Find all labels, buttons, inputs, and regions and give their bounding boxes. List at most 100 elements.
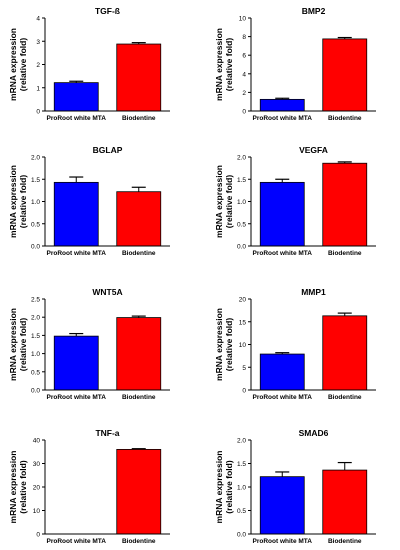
chart-panel-3: BGLAP mRNA expression(relative fold) ProRo…	[8, 145, 170, 257]
category-label: ProRoot white MTA	[47, 250, 107, 257]
bar	[322, 315, 368, 391]
chart-panel-6: MMP1 mRNA expression(relative fold) ProRoo…	[214, 287, 376, 401]
y-axis-label: mRNA expression(relative fold)	[214, 451, 234, 524]
y-axis-label-line: (relative fold)	[18, 38, 28, 92]
y-tick-label: 10	[33, 508, 41, 515]
chart-title: VEGFA	[299, 145, 328, 155]
chart-panel-1: TGF-ß mRNA expression(relative fold) ProRo…	[8, 6, 170, 122]
category-label: Biodentine	[328, 394, 362, 401]
y-tick-label: 0.0	[237, 532, 246, 539]
y-tick-label: 2.0	[31, 315, 40, 322]
y-axis-label: mRNA expression(relative fold)	[8, 165, 28, 238]
y-tick-label: 30	[33, 461, 41, 468]
y-tick-label: 0.5	[237, 508, 246, 515]
y-tick-label: 1.5	[237, 177, 246, 184]
y-axis-label-line: mRNA expression	[8, 165, 18, 238]
y-tick-label: 20	[33, 485, 41, 492]
y-axis-label-line: (relative fold)	[224, 318, 234, 372]
category-label: Biodentine	[122, 250, 156, 257]
y-axis-label: mRNA expression(relative fold)	[214, 28, 234, 101]
bar	[322, 469, 368, 535]
bar	[259, 353, 305, 391]
y-tick-label: 10	[239, 16, 247, 23]
chart-title: MMP1	[301, 287, 326, 297]
y-tick-label: 1.5	[31, 177, 40, 184]
bar	[53, 335, 99, 391]
y-tick-label: 4	[242, 71, 246, 78]
y-axis-label-line: mRNA expression	[8, 451, 18, 524]
category-label: ProRoot white MTA	[253, 538, 313, 545]
chart-panel-8: SMAD6 mRNA expression(relative fold) ProRo…	[214, 428, 376, 545]
y-axis-label: mRNA expression(relative fold)	[214, 308, 234, 381]
y-axis-label-line: mRNA expression	[214, 165, 224, 238]
y-axis-label-line: (relative fold)	[18, 460, 28, 514]
y-axis-label: mRNA expression(relative fold)	[8, 28, 28, 101]
chart-title: TNF-a	[95, 428, 119, 438]
y-tick-label: 1.0	[31, 351, 40, 358]
chart-title: BGLAP	[93, 145, 123, 155]
y-axis-label-line: (relative fold)	[224, 38, 234, 92]
y-tick-label: 15	[239, 319, 247, 326]
category-label: Biodentine	[328, 250, 362, 257]
category-label: Biodentine	[122, 115, 156, 122]
category-label: ProRoot white MTA	[47, 115, 107, 122]
chart-title: WNT5A	[92, 287, 122, 297]
y-tick-label: 1.5	[237, 461, 246, 468]
chart-panel-5: WNT5A mRNA expression(relative fold) ProRo…	[8, 287, 170, 401]
chart-panel-7: TNF-a mRNA expression(relative fold) ProRo…	[8, 428, 170, 545]
chart-panel-4: VEGFA mRNA expression(relative fold) ProRo…	[214, 145, 376, 257]
chart-panel-2: BMP2 mRNA expression(relative fold) ProRoo…	[214, 6, 376, 122]
chart-title: SMAD6	[299, 428, 329, 438]
y-axis-label-line: (relative fold)	[18, 318, 28, 372]
y-tick-label: 1	[36, 85, 40, 92]
y-tick-label: 0.0	[31, 244, 40, 251]
bar	[322, 162, 368, 247]
y-tick-label: 2.0	[237, 438, 246, 445]
y-tick-label: 2.0	[31, 155, 40, 162]
bar	[116, 317, 162, 391]
y-tick-label: 3	[36, 39, 40, 46]
y-tick-label: 8	[242, 34, 246, 41]
y-tick-label: 2.5	[31, 297, 40, 304]
y-tick-label: 0.5	[31, 369, 40, 376]
y-tick-label: 2	[242, 90, 246, 97]
category-label: ProRoot white MTA	[47, 394, 107, 401]
y-tick-label: 20	[239, 297, 247, 304]
category-label: ProRoot white MTA	[253, 115, 313, 122]
category-label: ProRoot white MTA	[47, 538, 107, 545]
bar	[116, 43, 162, 112]
y-axis-label-line: mRNA expression	[214, 451, 224, 524]
bar	[116, 191, 162, 247]
y-tick-label: 0	[36, 532, 40, 539]
y-tick-label: 0.0	[31, 388, 40, 395]
y-tick-label: 2	[36, 62, 40, 69]
y-tick-label: 0	[242, 109, 246, 116]
y-axis-label-line: (relative fold)	[18, 175, 28, 229]
y-tick-label: 4	[36, 16, 40, 23]
category-label: Biodentine	[328, 115, 362, 122]
y-axis-label-line: mRNA expression	[214, 308, 224, 381]
category-label: ProRoot white MTA	[253, 250, 313, 257]
bar	[259, 98, 305, 112]
bar	[259, 181, 305, 247]
chart-title: BMP2	[302, 6, 326, 16]
bar	[322, 38, 368, 112]
y-tick-label: 1.0	[237, 485, 246, 492]
y-axis-label: mRNA expression(relative fold)	[8, 308, 28, 381]
y-axis-label-line: (relative fold)	[224, 175, 234, 229]
y-tick-label: 1.5	[31, 333, 40, 340]
y-axis-label-line: mRNA expression	[8, 28, 18, 101]
y-axis-label-line: mRNA expression	[8, 308, 18, 381]
bar	[53, 82, 99, 112]
bar	[116, 448, 162, 535]
y-tick-label: 0.5	[31, 221, 40, 228]
category-label: Biodentine	[122, 394, 156, 401]
y-axis-label-line: (relative fold)	[224, 460, 234, 514]
y-tick-label: 2.0	[237, 155, 246, 162]
category-label: ProRoot white MTA	[253, 394, 313, 401]
chart-title: TGF-ß	[95, 6, 120, 16]
y-tick-label: 0	[36, 109, 40, 116]
category-label: Biodentine	[328, 538, 362, 545]
bar	[259, 476, 305, 535]
